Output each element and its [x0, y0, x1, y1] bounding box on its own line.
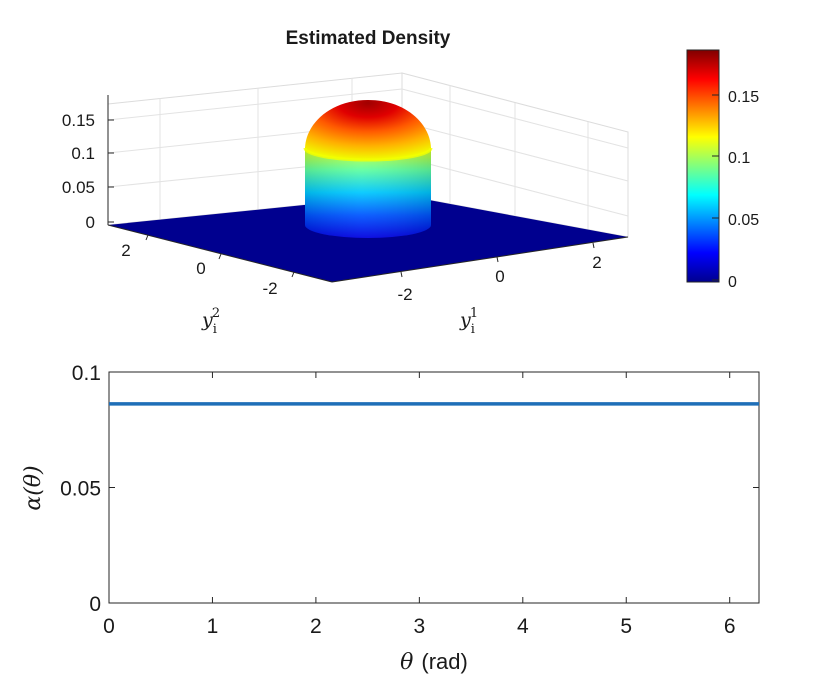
line-plot-x-label: θ (rad) — [400, 649, 468, 675]
y-tick-label: 0 — [89, 593, 101, 616]
y2-tick-label: 0 — [196, 259, 205, 278]
density-cylinder — [303, 100, 433, 238]
y-tick-label: 0.05 — [60, 478, 101, 501]
line-plot-y-label: α(θ) — [21, 465, 46, 510]
y1-axis-label: yi1 — [459, 306, 478, 337]
y1-tick-label: -2 — [397, 285, 412, 304]
z-tick-label: 0.1 — [71, 144, 95, 163]
x-tick-label: 1 — [207, 615, 219, 638]
line-plot-y-ticks: 0 0.05 0.1 — [60, 362, 759, 616]
y2-tick-label: 2 — [121, 241, 130, 260]
z-tick-label: 0.05 — [62, 178, 95, 197]
x-tick-label: 0 — [103, 615, 115, 638]
x-tick-label: 5 — [620, 615, 632, 638]
z-tick-label: 0.15 — [62, 111, 95, 130]
line-plot-area — [108, 371, 760, 604]
x-tick-label: 3 — [414, 615, 426, 638]
y1-tick-label: 0 — [495, 267, 504, 286]
surface-title: Estimated Density — [286, 28, 451, 49]
line-plot-x-ticks: 0 1 2 3 4 5 6 — [103, 372, 736, 638]
x-tick-label: 4 — [517, 615, 529, 638]
y2-axis-label: yi2 — [201, 306, 220, 337]
colorbar: 0 0.05 0.1 0.15 — [686, 49, 759, 291]
surface-floor — [108, 195, 628, 282]
y2-axis: 2 0 -2 yi2 — [107, 224, 333, 337]
y2-tick-label: -2 — [262, 279, 277, 298]
y1-tick-label: 2 — [592, 253, 601, 272]
surface-plot: Estimated Density — [62, 28, 759, 337]
surface-grid — [107, 72, 629, 238]
y1-axis: -2 0 2 yi1 — [331, 236, 629, 337]
x-tick-label: 2 — [310, 615, 322, 638]
y-tick-label: 0.1 — [72, 362, 101, 385]
colorbar-tick-label: 0.1 — [728, 150, 750, 167]
z-axis: 0 0.05 0.1 0.15 — [62, 95, 114, 232]
colorbar-tick-label: 0.05 — [728, 212, 759, 229]
x-tick-label: 6 — [724, 615, 736, 638]
z-tick-label: 0 — [86, 213, 95, 232]
colorbar-tick-label: 0 — [728, 274, 737, 291]
line-plot: 0 1 2 3 4 5 6 0 0.05 0.1 θ (rad) α(θ) — [21, 362, 760, 675]
colorbar-tick-label: 0.15 — [728, 89, 759, 106]
